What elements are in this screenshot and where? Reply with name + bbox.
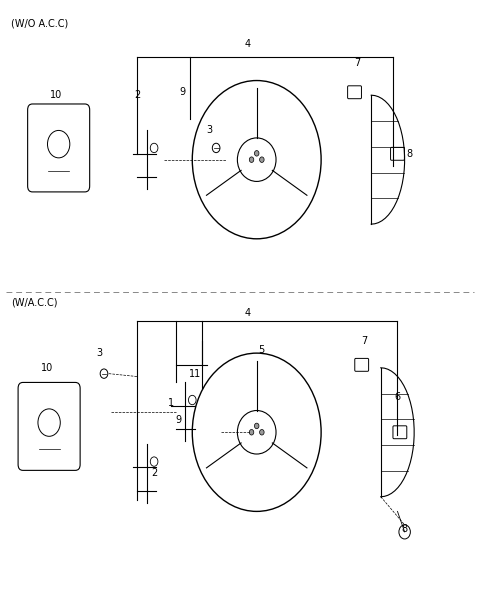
Text: 11: 11	[189, 369, 201, 379]
Circle shape	[260, 157, 264, 163]
Text: 4: 4	[244, 39, 250, 49]
Text: 9: 9	[180, 87, 186, 97]
Text: 2: 2	[134, 90, 141, 100]
Text: 8: 8	[407, 149, 412, 159]
Text: 6: 6	[395, 392, 400, 402]
Text: 3: 3	[96, 348, 102, 358]
Text: (W/A.C.C): (W/A.C.C)	[11, 297, 58, 307]
Circle shape	[254, 151, 259, 156]
Text: 1: 1	[168, 398, 174, 408]
Circle shape	[249, 429, 254, 435]
Text: 5: 5	[258, 345, 264, 355]
Text: 9: 9	[175, 415, 181, 425]
Circle shape	[260, 429, 264, 435]
Text: 2: 2	[151, 468, 157, 478]
Circle shape	[254, 423, 259, 429]
Text: 10: 10	[41, 363, 53, 373]
Text: 7: 7	[354, 58, 360, 68]
Text: 3: 3	[206, 125, 212, 135]
Text: 8: 8	[402, 524, 408, 534]
Circle shape	[249, 157, 254, 163]
Text: (W/O A.C.C): (W/O A.C.C)	[11, 19, 68, 29]
Text: 10: 10	[50, 90, 62, 100]
Text: 7: 7	[361, 336, 367, 346]
Text: 4: 4	[244, 308, 250, 318]
